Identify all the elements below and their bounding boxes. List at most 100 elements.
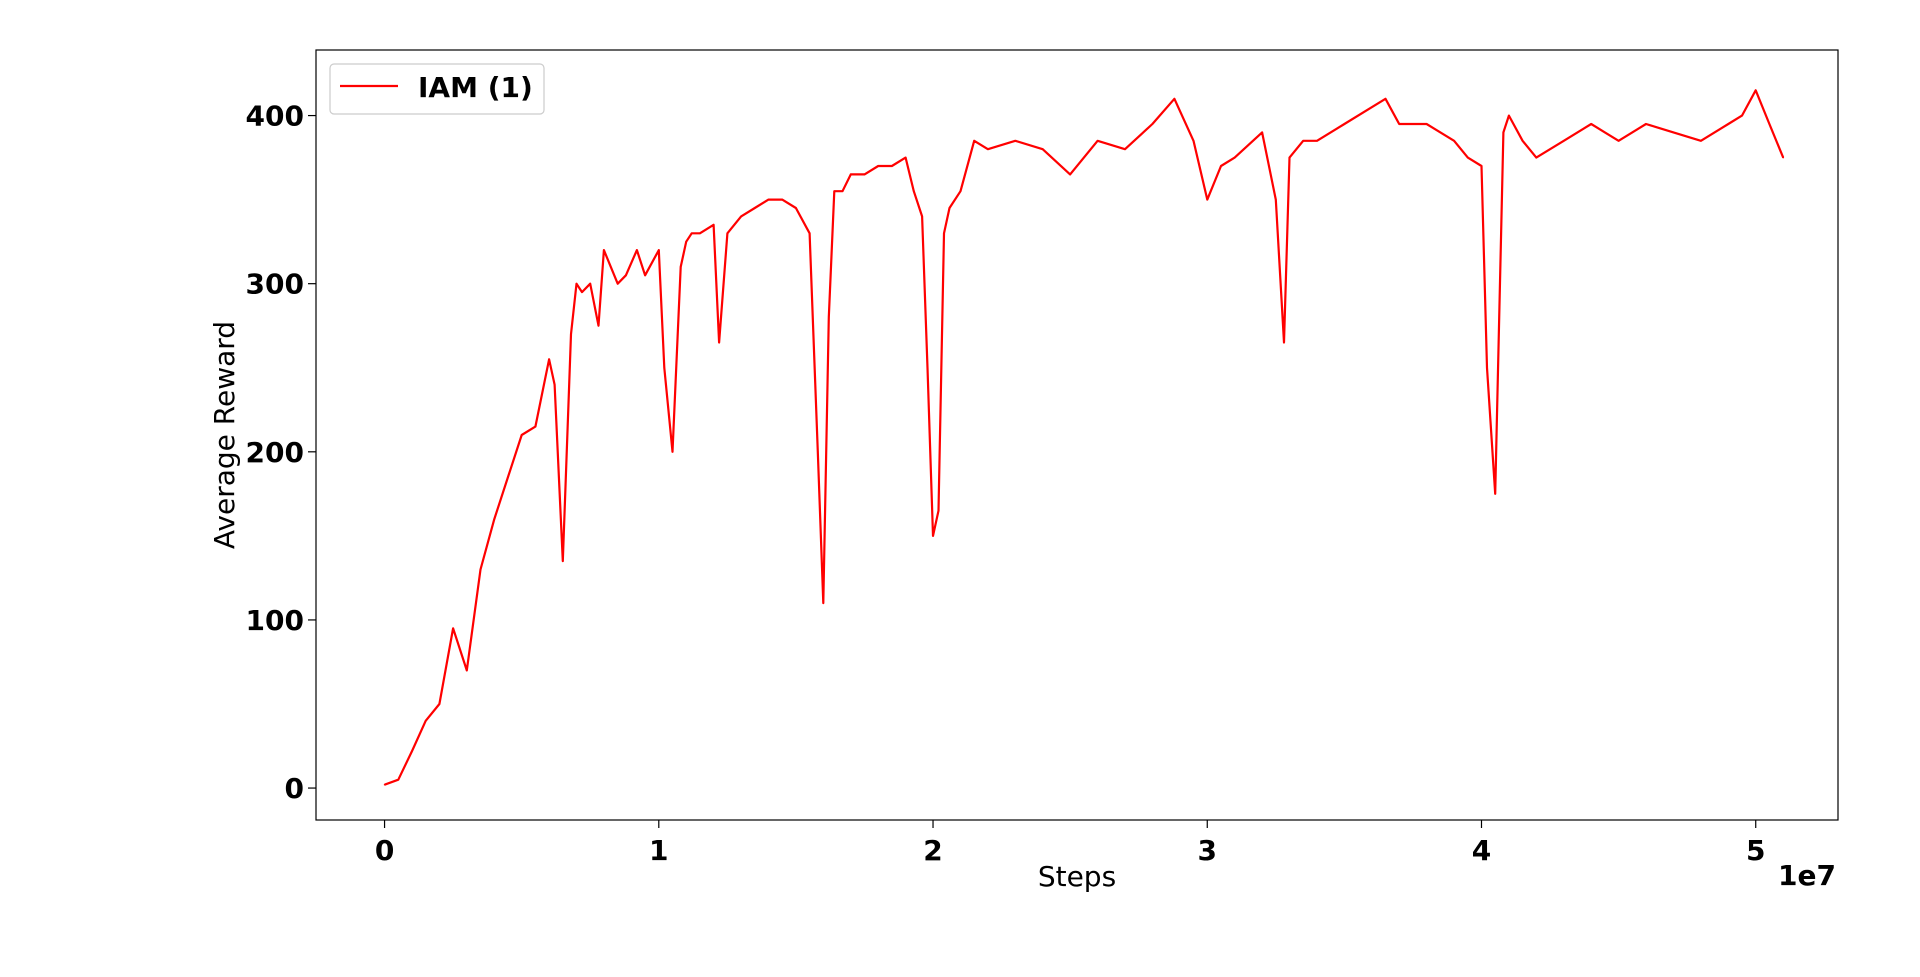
- data-point: [850, 173, 852, 176]
- data-point: [754, 207, 756, 209]
- y-tick-label: 0: [285, 772, 304, 805]
- data-point: [1220, 165, 1222, 167]
- data-point: [1425, 123, 1428, 125]
- data-point: [828, 316, 830, 319]
- data-point: [948, 207, 951, 209]
- data-point: [1700, 140, 1702, 142]
- data-point: [1096, 140, 1099, 142]
- data-point: [1768, 123, 1771, 125]
- x-tick-label: 4: [1472, 834, 1491, 867]
- data-point: [1173, 98, 1176, 100]
- data-point: [479, 568, 482, 571]
- data-point: [1672, 131, 1675, 134]
- data-point: [1480, 165, 1483, 167]
- x-tick-label: 2: [923, 834, 942, 867]
- data-point: [1124, 148, 1126, 150]
- data-point: [548, 358, 550, 361]
- data-point: [891, 165, 893, 167]
- data-point: [1617, 140, 1620, 142]
- data-point: [817, 451, 819, 453]
- data-point: [1233, 156, 1236, 159]
- x-axis: 0 1 2 3 4 5: [375, 820, 1765, 867]
- data-point: [1453, 140, 1455, 142]
- data-point: [1563, 140, 1565, 142]
- data-point: [1041, 148, 1044, 150]
- data-point: [636, 249, 638, 251]
- data-point: [1535, 156, 1538, 159]
- data-point: [575, 282, 578, 285]
- data-point: [1486, 367, 1488, 369]
- data-point: [943, 232, 945, 235]
- data-point: [795, 207, 797, 209]
- data-point: [589, 282, 591, 285]
- x-tick-label: 3: [1198, 834, 1217, 867]
- data-point: [1398, 123, 1400, 125]
- data-point: [1754, 89, 1757, 92]
- data-point: [863, 173, 866, 176]
- data-point: [397, 778, 400, 781]
- y-axis: 0 100 200 300 400: [246, 100, 316, 805]
- legend: IAM (1): [329, 63, 545, 115]
- data-point: [1494, 493, 1496, 495]
- data-point: [553, 383, 556, 386]
- y-axis-title: Average Reward: [208, 321, 241, 549]
- y-tick-label: 400: [246, 100, 304, 133]
- data-point: [1384, 98, 1387, 100]
- data-point: [808, 232, 811, 235]
- data-point: [987, 148, 989, 150]
- data-point: [926, 367, 929, 369]
- data-point: [1316, 140, 1318, 142]
- data-point: [718, 341, 720, 344]
- series-line-iam-1: [384, 89, 1785, 786]
- y-tick-label: 100: [246, 604, 304, 637]
- data-point: [562, 560, 564, 562]
- data-point: [712, 224, 715, 226]
- data-point: [1275, 198, 1277, 201]
- data-point: [679, 266, 682, 268]
- data-point: [1502, 131, 1505, 134]
- data-point: [1508, 114, 1510, 117]
- data-point: [658, 249, 660, 251]
- data-point: [438, 703, 441, 705]
- x-tick-label: 1: [649, 834, 668, 867]
- data-point: [616, 282, 619, 285]
- data-point: [625, 274, 627, 277]
- data-point: [1288, 156, 1291, 159]
- data-point: [904, 156, 907, 159]
- data-point: [1741, 114, 1743, 117]
- data-point: [767, 198, 770, 201]
- y-tick-label: 300: [246, 268, 304, 301]
- data-point: [833, 190, 836, 192]
- data-point: [507, 476, 509, 478]
- data-point: [663, 367, 666, 369]
- data-point: [581, 291, 583, 293]
- data-point: [570, 333, 572, 335]
- data-point: [913, 190, 915, 192]
- data-point: [1590, 123, 1592, 125]
- data-point: [1192, 140, 1195, 142]
- data-point: [1521, 140, 1524, 142]
- data-point: [1645, 123, 1647, 125]
- data-point: [1151, 123, 1154, 125]
- plot-frame: [315, 49, 1839, 821]
- data-point: [973, 140, 975, 142]
- data-point: [1604, 131, 1606, 134]
- data-point: [411, 750, 413, 752]
- data-point: [1782, 156, 1784, 159]
- data-point: [921, 215, 923, 218]
- data-point: [726, 232, 729, 235]
- x-tick-label: 0: [375, 834, 394, 867]
- legend-box: [329, 63, 545, 115]
- data-point: [1467, 156, 1469, 159]
- data-point: [1206, 198, 1209, 201]
- data-point: [959, 190, 962, 192]
- data-point: [644, 274, 646, 277]
- data-point: [534, 425, 537, 428]
- data-point: [1261, 131, 1263, 134]
- legend-label-iam-1: IAM (1): [418, 71, 533, 104]
- data-point: [597, 324, 600, 327]
- data-point: [877, 165, 879, 167]
- data-point: [781, 198, 783, 201]
- data-point: [740, 215, 742, 218]
